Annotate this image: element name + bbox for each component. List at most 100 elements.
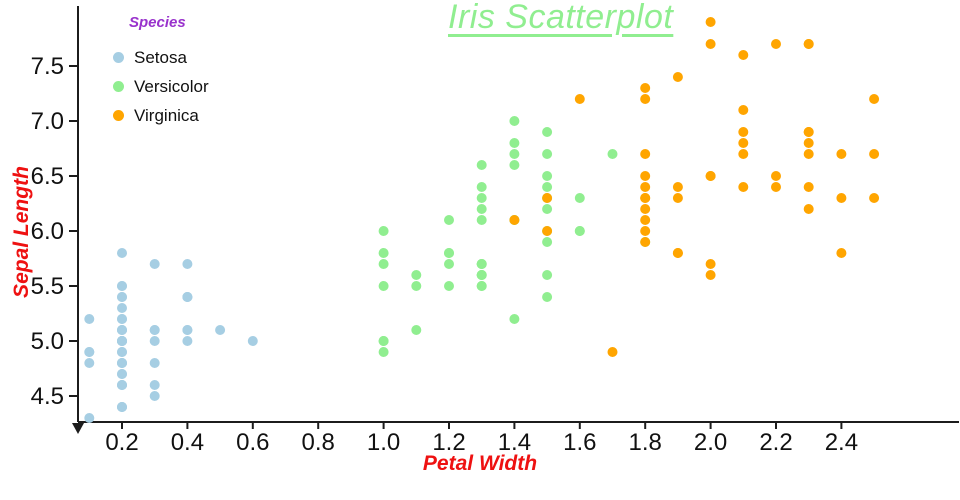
versicolor-data-point [542, 204, 553, 214]
x-tick-label: 1.8 [629, 429, 662, 456]
versicolor-data-point [411, 281, 422, 291]
setosa-data-point [117, 358, 127, 368]
setosa-data-point [117, 369, 127, 379]
virginica-data-point [640, 193, 651, 203]
x-tick-label: 2.0 [694, 429, 727, 456]
versicolor-data-point [542, 171, 553, 181]
virginica-data-point [771, 39, 781, 49]
versicolor-data-point [574, 226, 585, 236]
versicolor-data-point [378, 347, 389, 357]
versicolor-data-point [444, 259, 454, 269]
virginica-data-point [705, 17, 716, 27]
setosa-marker-icon [113, 52, 124, 63]
virginica-data-point [574, 94, 585, 104]
virginica-data-point [640, 226, 651, 236]
versicolor-data-point [444, 215, 454, 225]
versicolor-data-point [509, 149, 520, 159]
versicolor-data-point [476, 215, 487, 225]
setosa-data-point [117, 380, 127, 390]
versicolor-data-point [542, 270, 553, 280]
virginica-data-point [836, 149, 847, 159]
setosa-data-point [117, 347, 127, 357]
versicolor-data-point [378, 281, 389, 291]
versicolor-data-point [378, 226, 389, 236]
virginica-data-point [803, 204, 814, 214]
versicolor-data-point [509, 138, 520, 148]
setosa-data-point [247, 336, 258, 346]
setosa-data-point [117, 336, 127, 346]
x-tick-label: 1.0 [367, 429, 400, 456]
versicolor-data-point [378, 248, 389, 258]
x-tick-label: 0.2 [105, 429, 138, 456]
versicolor-data-point [607, 149, 618, 159]
setosa-data-point [117, 325, 127, 335]
virginica-data-point [705, 259, 716, 269]
versicolor-data-point [476, 204, 487, 214]
setosa-data-point [84, 314, 95, 324]
x-tick-label: 1.6 [563, 429, 596, 456]
virginica-data-point [803, 149, 814, 159]
setosa-data-point [149, 325, 160, 335]
versicolor-data-point [476, 259, 487, 269]
versicolor-data-point [509, 116, 520, 126]
y-tick-label: 7.5 [31, 53, 64, 80]
x-tick-label: 1.4 [498, 429, 531, 456]
versicolor-data-point [444, 281, 454, 291]
y-tick-label: 4.5 [31, 383, 64, 410]
versicolor-data-point [476, 281, 487, 291]
virginica-data-point [509, 215, 520, 225]
virginica-data-point [640, 237, 651, 247]
versicolor-data-point [476, 193, 487, 203]
virginica-data-point [542, 226, 553, 236]
x-tick-label: 0.4 [171, 429, 204, 456]
setosa-data-point [117, 402, 127, 412]
setosa-data-point [182, 336, 193, 346]
virginica-data-point [738, 138, 749, 148]
virginica-marker-icon [113, 110, 124, 121]
setosa-data-point [149, 358, 160, 368]
axis-origin-arrow-icon [72, 423, 84, 434]
y-tick-label: 5.0 [31, 328, 64, 355]
versicolor-data-point [574, 193, 585, 203]
y-tick-label: 6.0 [31, 218, 64, 245]
virginica-data-point [640, 149, 651, 159]
versicolor-marker-icon [113, 81, 124, 92]
legend: Species Setosa Versicolor Virginica [113, 14, 209, 130]
setosa-data-point [117, 281, 127, 291]
virginica-data-point [672, 248, 683, 258]
chart-title: Iris Scatterplot [448, 0, 674, 36]
virginica-data-point [640, 182, 651, 192]
versicolor-data-point [444, 248, 454, 258]
virginica-data-point [640, 94, 651, 104]
setosa-data-point [84, 347, 95, 357]
setosa-data-point [84, 413, 95, 423]
virginica-data-point [771, 182, 781, 192]
virginica-data-point [607, 347, 618, 357]
x-tick-label: 0.6 [236, 429, 269, 456]
virginica-data-point [738, 149, 749, 159]
virginica-data-point [542, 193, 553, 203]
setosa-data-point [215, 325, 226, 335]
y-tick-label: 5.5 [31, 273, 64, 300]
virginica-data-point [705, 39, 716, 49]
versicolor-data-point [542, 149, 553, 159]
virginica-data-point [803, 39, 814, 49]
x-tick-label: 2.2 [759, 429, 792, 456]
legend-item-setosa: Setosa [113, 43, 209, 72]
virginica-data-point [738, 182, 749, 192]
x-tick-label: 1.2 [432, 429, 465, 456]
x-tick-label: 0.8 [302, 429, 335, 456]
setosa-data-point [182, 259, 193, 269]
setosa-data-point [117, 292, 127, 302]
virginica-data-point [705, 171, 716, 181]
virginica-data-point [738, 50, 749, 60]
setosa-data-point [149, 391, 160, 401]
legend-title: Species [129, 14, 186, 31]
versicolor-data-point [476, 270, 487, 280]
virginica-data-point [672, 182, 683, 192]
legend-item-label: Versicolor [134, 76, 209, 96]
setosa-data-point [182, 325, 193, 335]
virginica-data-point [640, 215, 651, 225]
